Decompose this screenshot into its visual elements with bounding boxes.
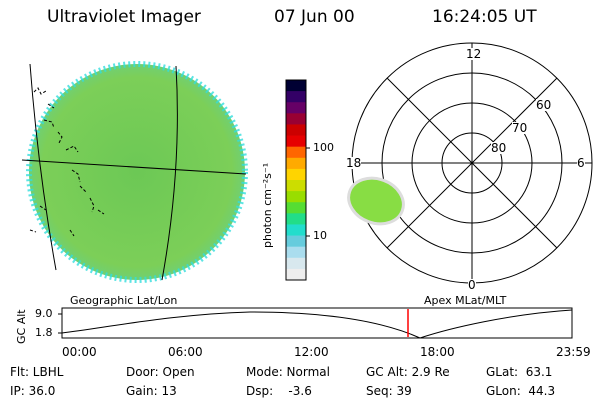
altitude-tick-label-1.8: 1.8 [35, 326, 53, 339]
time-tick-0000: 00:00 [62, 345, 97, 359]
colorbar-band [286, 202, 306, 214]
colorbar-band [286, 80, 306, 92]
mlt-label-0: 0 [468, 278, 476, 292]
colorbar-band [286, 113, 306, 125]
coastline [29, 87, 105, 237]
colorbar-band [286, 91, 306, 103]
mlt-label-6: 6 [577, 156, 585, 170]
info-dsp: Dsp: -3.6 [246, 384, 312, 398]
time-tick-1200: 12:00 [294, 345, 329, 359]
mlat-label-80: 80 [491, 141, 507, 155]
colorbar-band [286, 257, 306, 270]
mlat-label-60: 60 [536, 98, 552, 112]
time-label: 16:24:05 UT [432, 7, 537, 27]
colorbar-tick-label-100: 100 [313, 141, 334, 154]
altitude-frame [61, 307, 573, 339]
colorbar-band [286, 268, 306, 281]
date-label: 07 Jun 00 [274, 7, 355, 27]
colorbar-band [286, 191, 306, 203]
colorbar-band [286, 157, 306, 170]
info-glat: GLat: 63.1 [486, 365, 553, 379]
mlt-label-12: 12 [466, 47, 482, 61]
info-gc-alt: GC Alt: 2.9 Re [366, 365, 450, 379]
altitude-curve [61, 309, 573, 339]
altitude-tick-label-9: 9.0 [35, 307, 53, 320]
globe-lon-line-east [161, 65, 178, 281]
auroral-blob [347, 176, 405, 226]
colorbar-tick-label-10: 10 [313, 229, 327, 242]
colorbar-band [286, 235, 306, 248]
info-glon: GLon: 44.3 [486, 384, 556, 398]
polar-projection-label: Apex MLat/MLT [424, 294, 507, 307]
globe-disk [29, 64, 245, 280]
time-tick-2359: 23:59 [556, 345, 591, 359]
mlat-label-70: 70 [512, 121, 528, 135]
info-door: Door: Open [126, 365, 195, 379]
globe-lon-line-west [29, 63, 57, 271]
colorbar-band [286, 135, 306, 148]
polar-diagonal-b [386, 77, 558, 249]
info-gain: Gain: 13 [126, 384, 177, 398]
colorbar-band [286, 102, 306, 114]
info-ip: IP: 36.0 [10, 384, 56, 398]
colorbar-band [286, 180, 306, 192]
colorbar-band [286, 146, 306, 159]
globe-projection-label: Geographic Lat/Lon [70, 294, 178, 307]
globe-rim [26, 61, 248, 283]
mlt-label-18: 18 [346, 156, 362, 170]
time-tick-1800: 18:00 [420, 345, 455, 359]
info-filter: Flt: LBHL [10, 365, 64, 379]
colorbar-band [286, 213, 306, 225]
globe-lat-line [21, 159, 247, 175]
colorbar-band [286, 168, 306, 181]
colorbar-frame [285, 79, 307, 281]
colorbar-band [286, 224, 306, 237]
instrument-title: Ultraviolet Imager [47, 7, 201, 27]
colorbar-band [286, 124, 306, 137]
colorbar-band [286, 246, 306, 259]
info-seq: Seq: 39 [366, 384, 412, 398]
time-tick-0600: 06:00 [168, 345, 203, 359]
altitude-axis-label: GC Alt [15, 309, 28, 344]
colorbar-scale [286, 80, 306, 281]
info-mode: Mode: Normal [246, 365, 330, 379]
